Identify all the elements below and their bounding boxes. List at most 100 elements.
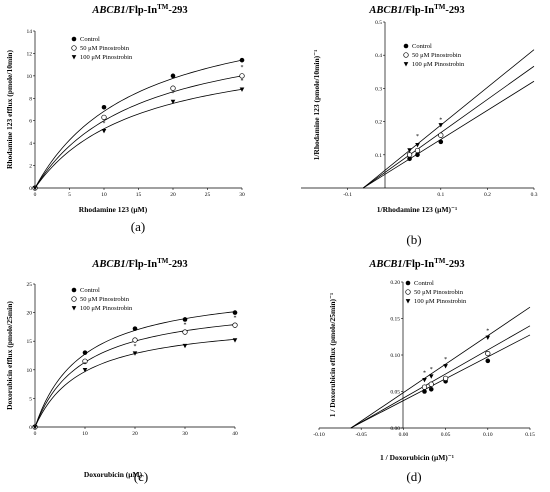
data-point <box>232 322 238 328</box>
y-tick-label: 0.10 <box>390 353 400 359</box>
title-end: -293 <box>445 5 464 16</box>
legend-label: 50 μM Pinostrobin <box>414 289 464 296</box>
annotation: * <box>84 362 87 368</box>
annotation: * <box>486 328 489 334</box>
annotation: * <box>241 65 244 71</box>
y-tick-label: 14 <box>27 29 33 35</box>
legend-marker <box>405 289 411 295</box>
title-end: -293 <box>445 259 464 270</box>
y-tick-label: 20 <box>27 311 33 317</box>
annotation: * <box>234 315 237 321</box>
data-point <box>82 358 88 364</box>
x-tick-label: 15 <box>136 192 142 198</box>
data-point <box>442 375 449 382</box>
data-point <box>132 337 138 343</box>
data-point <box>438 132 444 138</box>
annotation: * <box>241 79 244 85</box>
series-line <box>350 334 531 429</box>
annotation: * <box>103 121 106 127</box>
data-point <box>170 85 176 91</box>
title-end: -293 <box>168 259 187 270</box>
annotation: * <box>184 322 187 328</box>
legend-label: 100 μM Pinostrobin <box>80 54 133 61</box>
legend-marker <box>403 62 409 67</box>
y-tick-label: 4 <box>29 141 32 147</box>
chart-title: ABCB1/Flp-InTM-293 <box>91 257 187 270</box>
title-italic: ABCB1 <box>91 5 125 16</box>
data-point <box>170 73 176 79</box>
data-point <box>32 186 38 191</box>
annotation: * <box>134 344 137 350</box>
x-tick-label: -0.05 <box>355 432 367 438</box>
legend-marker <box>71 36 77 42</box>
legend-marker <box>405 280 411 286</box>
title-end: -293 <box>168 5 187 16</box>
chart-b: ABCB1/Flp-InTM-293 -0.1 0.1 0.2 0.3 0.1 0.2 0.3… <box>301 3 538 247</box>
data-point <box>438 123 444 128</box>
x-tick-label: 10 <box>82 431 88 437</box>
x-tick-label: -0.10 <box>313 432 325 438</box>
data-point <box>485 335 491 341</box>
x-tick-label: 25 <box>205 192 211 198</box>
data-point <box>414 147 421 154</box>
data-point <box>82 367 88 373</box>
legend-marker <box>71 287 77 293</box>
y-tick-label: 0.05 <box>390 390 400 396</box>
panel-label: (c) <box>134 469 148 484</box>
x-tick-label: 0.00 <box>399 432 409 438</box>
data-point <box>101 104 107 110</box>
x-tick-label: 30 <box>182 431 188 437</box>
title-rest: /Flp-In <box>125 5 158 16</box>
data-point <box>182 329 188 335</box>
legend-label: Control <box>80 36 100 43</box>
y-axis-label: 1/Rhodamine 123 (pmole/10min)⁻¹ <box>312 50 321 161</box>
x-tick-label: 0.3 <box>531 192 538 198</box>
x-tick-label: -0.1 <box>343 192 352 198</box>
x-tick-label: 0.2 <box>484 192 491 198</box>
panel-label: (a) <box>131 219 145 234</box>
data-point <box>422 377 427 383</box>
title-italic: ABCB1 <box>368 5 402 16</box>
legend-label: 50 μM Pinostrobin <box>80 296 130 303</box>
title-italic: ABCB1 <box>368 259 402 270</box>
x-tick-label: 0 <box>34 431 37 437</box>
data-point <box>82 350 88 355</box>
x-tick-label: 20 <box>132 431 138 437</box>
x-tick-label: 30 <box>239 192 245 198</box>
legend-marker <box>71 45 77 51</box>
data-point <box>443 364 448 369</box>
y-tick-label: 10 <box>27 74 33 80</box>
x-tick-label: 10 <box>101 192 107 198</box>
y-tick-label: 0 <box>29 425 32 431</box>
data-point <box>232 310 238 315</box>
data-point <box>406 152 413 158</box>
data-point <box>239 57 245 63</box>
panel-label: (b) <box>406 232 421 247</box>
data-point <box>485 358 491 364</box>
data-point <box>182 343 188 349</box>
x-tick-label: 0 <box>34 192 37 198</box>
legend-marker <box>403 52 409 58</box>
chart-d: ABCB1/Flp-InTM-293 -0.10 -0.05 0.00 0.05 0.10… <box>313 257 535 484</box>
data-point <box>428 381 434 387</box>
chart-a: ABCB1/Flp-InTM-293 0 5 10 15 20 25 30 0 2 4 6 8 10 12 1… <box>5 3 245 234</box>
annotation: * <box>416 134 419 140</box>
title-sup: TM <box>157 3 169 11</box>
legend-label: Control <box>414 280 434 287</box>
data-point <box>32 425 38 430</box>
data-point <box>132 326 138 331</box>
legend-marker <box>403 43 409 49</box>
series-line <box>362 80 535 189</box>
data-point <box>101 114 107 120</box>
y-tick-label: 0.2 <box>375 120 382 126</box>
annotation: * <box>444 357 447 363</box>
data-point <box>428 387 434 392</box>
y-tick-label: 0.5 <box>375 20 382 26</box>
annotation: * <box>430 367 433 373</box>
legend-label: Control <box>80 287 100 294</box>
x-axis-label: Doxorubicin (μM) <box>84 470 143 479</box>
y-tick-label: 15 <box>27 339 33 345</box>
data-point <box>232 338 238 343</box>
title-sup: TM <box>157 257 169 265</box>
